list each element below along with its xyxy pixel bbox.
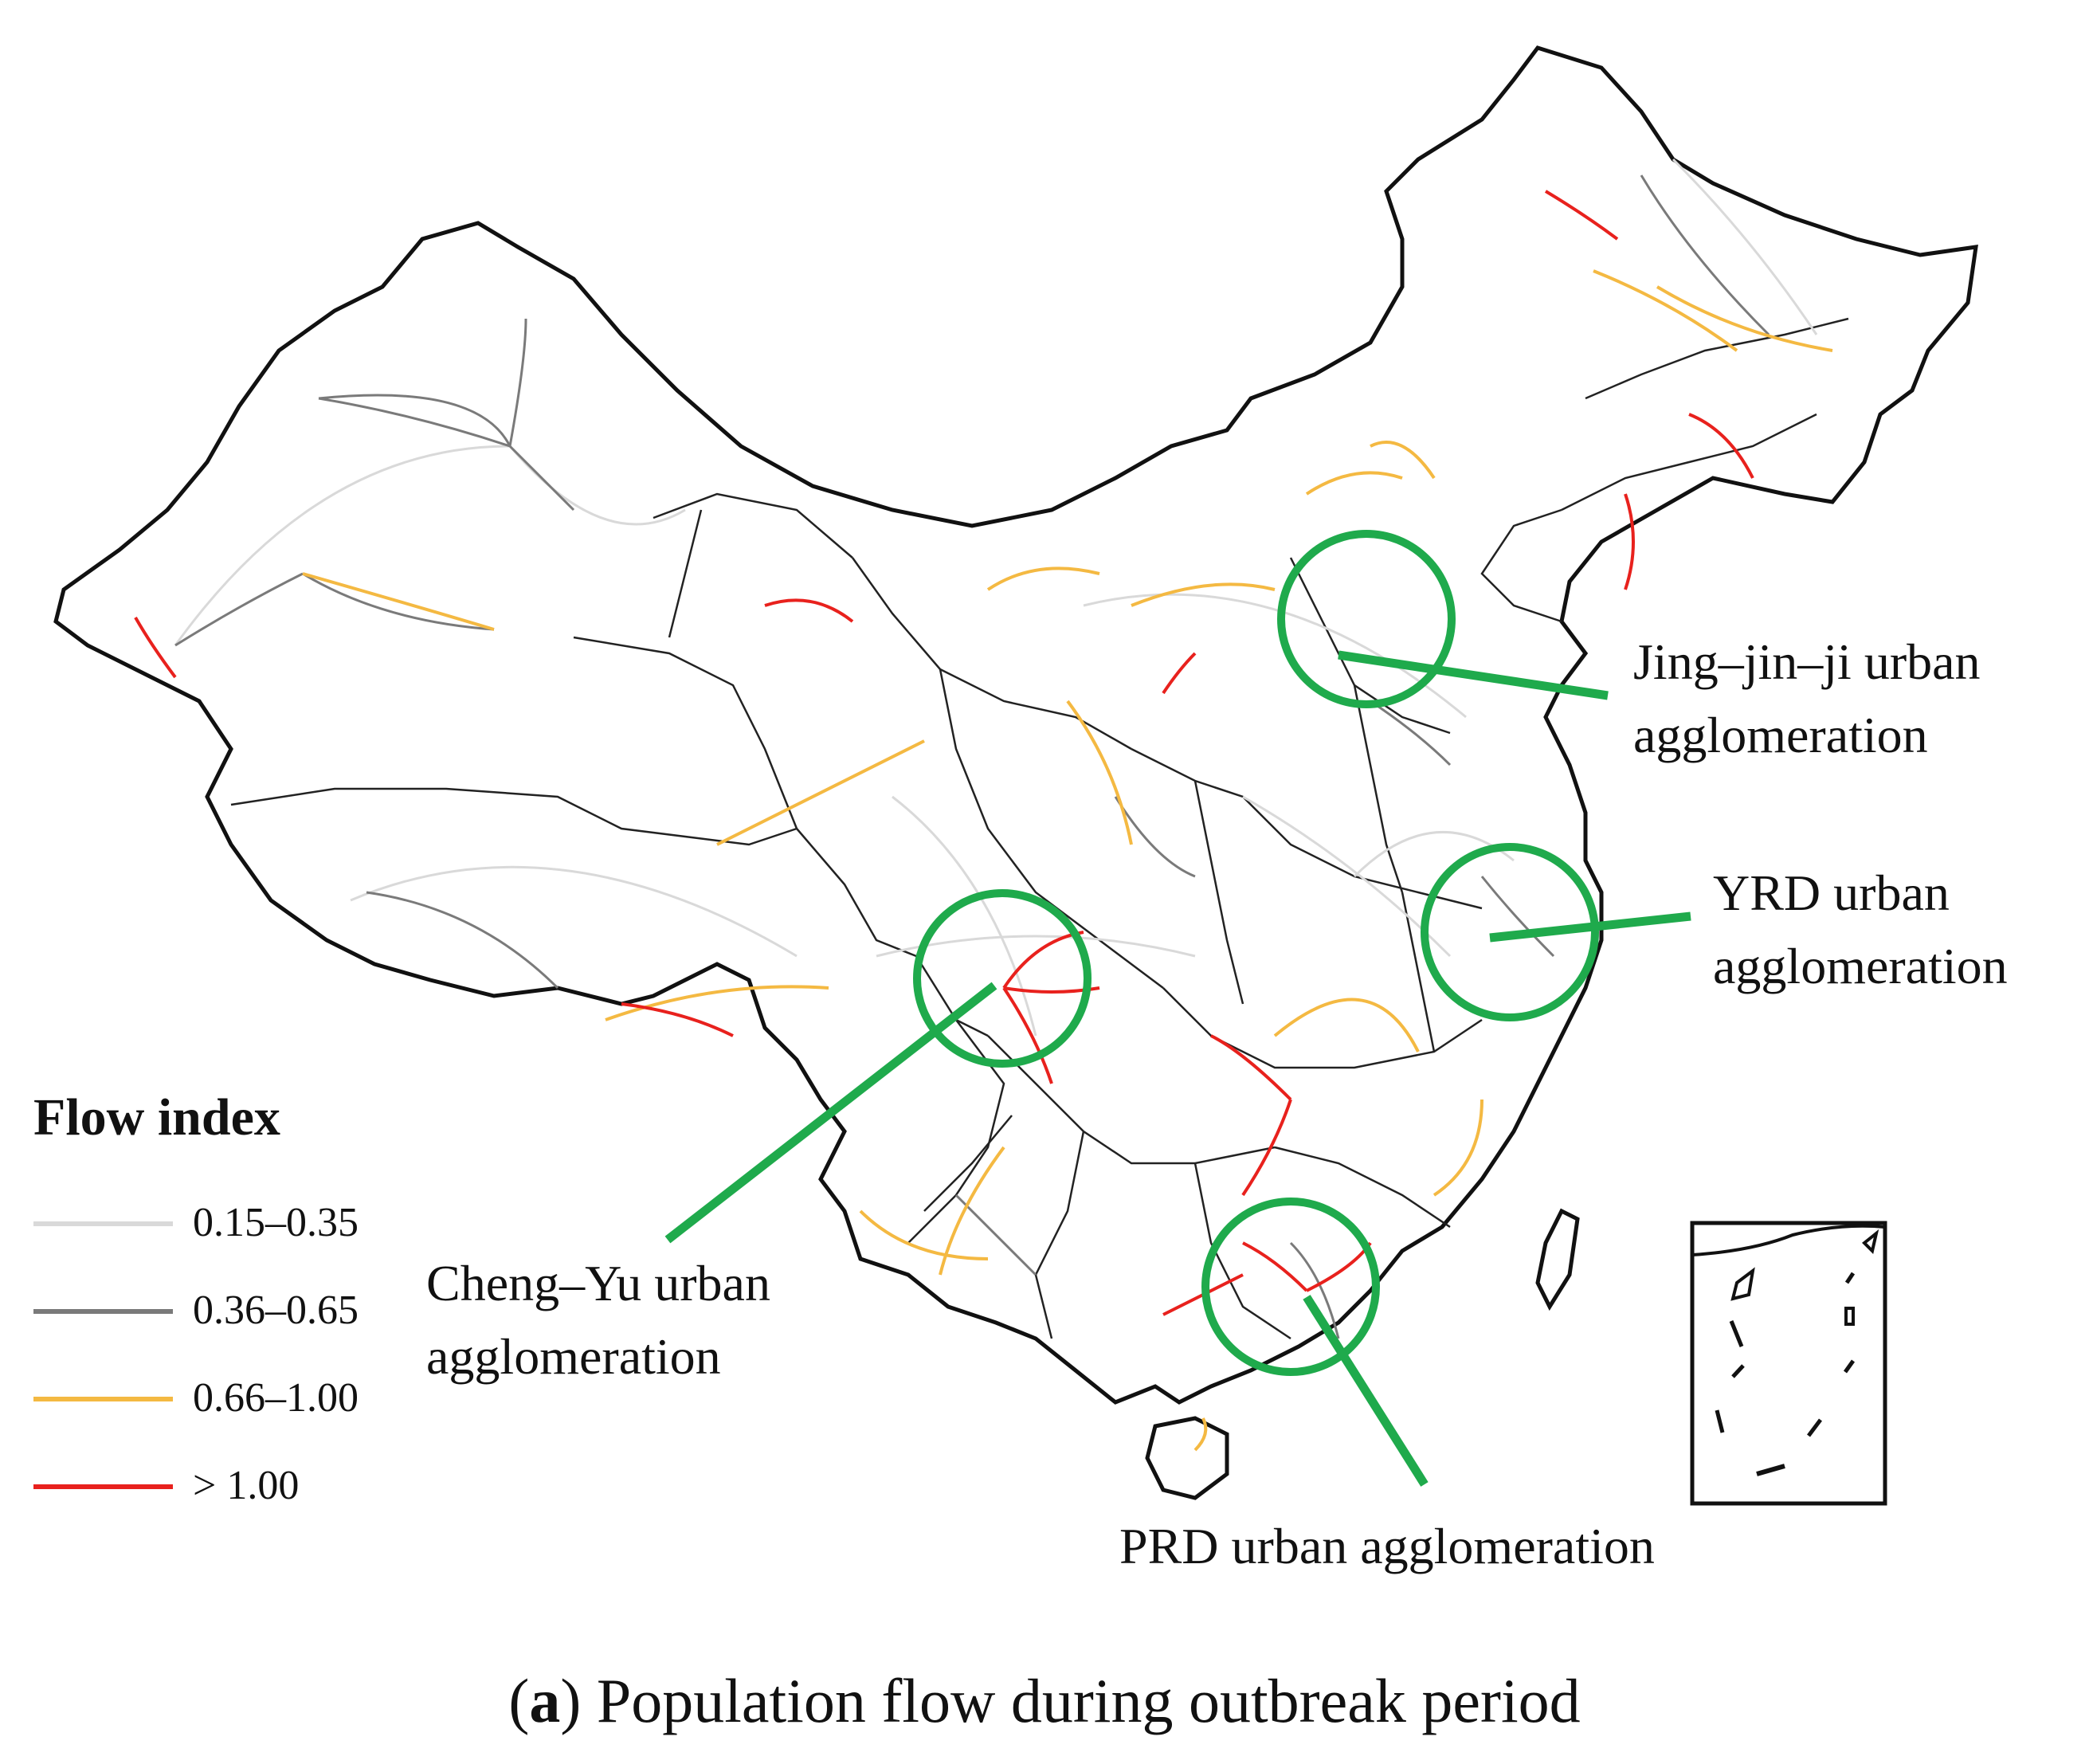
province-boundaries	[230, 317, 1849, 1340]
callout-yrd-line2: agglomeration	[1713, 938, 2008, 994]
callout-yrd-line1: YRD urban	[1713, 864, 1950, 921]
hainan-outline	[1145, 1416, 1229, 1500]
legend-title: Flow index	[33, 1088, 280, 1147]
callout-chengyu-line1: Cheng–Yu urban	[426, 1255, 770, 1311]
circle-chengyu	[913, 889, 1092, 1068]
leader-lines	[664, 650, 1691, 1487]
flow-lines-mid	[174, 174, 1770, 1339]
leader-yrd	[1489, 911, 1691, 943]
circle-prd	[1201, 1198, 1380, 1376]
flow-lines-high	[302, 269, 1833, 1452]
callout-jingjinji-line2: agglomeration	[1633, 707, 1928, 763]
legend-swatch-veryhigh	[33, 1484, 173, 1489]
legend-label-veryhigh: > 1.00	[193, 1463, 300, 1508]
circle-jingjinji	[1277, 530, 1456, 708]
legend-swatch-high	[33, 1397, 173, 1401]
legend-label-high: 0.66–1.00	[193, 1375, 359, 1421]
south-china-sea-inset	[1690, 1221, 1887, 1506]
callout-jingjinji: Jing–jin–ji urban agglomeration	[1633, 625, 1981, 772]
legend-label-low: 0.15–0.35	[193, 1200, 359, 1245]
callout-chengyu-line2: agglomeration	[426, 1328, 721, 1385]
legend-item-low: 0.15–0.35	[33, 1199, 408, 1247]
figure-caption: (a) Population flow during outbreak peri…	[508, 1666, 1581, 1735]
legend-swatch-low	[33, 1221, 173, 1226]
leader-jingjinji	[1338, 650, 1609, 700]
caption-letter: a	[529, 1666, 561, 1735]
callout-yrd: YRD urban agglomeration	[1713, 857, 2008, 1003]
legend-item-veryhigh: > 1.00	[33, 1462, 408, 1510]
callout-prd-line1: PRD urban agglomeration	[1119, 1518, 1655, 1574]
callout-chengyu: Cheng–Yu urban agglomeration	[426, 1247, 770, 1394]
circle-yrd	[1421, 843, 1599, 1021]
legend-item-mid: 0.36–0.65	[33, 1287, 408, 1335]
legend-label-mid: 0.36–0.65	[193, 1288, 359, 1333]
legend-item-high: 0.66–1.00	[33, 1374, 408, 1422]
caption-text: Population flow during outbreak period	[596, 1666, 1581, 1735]
leader-chengyu	[664, 982, 997, 1244]
callout-prd: PRD urban agglomeration	[1119, 1510, 1655, 1583]
callout-jingjinji-line1: Jing–jin–ji urban	[1633, 633, 1981, 690]
leader-prd	[1303, 1295, 1429, 1487]
legend-swatch-mid	[33, 1309, 173, 1314]
highlight-circles	[913, 530, 1599, 1376]
flow-lines-veryhigh	[134, 190, 1754, 1316]
taiwan-outline	[1535, 1208, 1580, 1311]
